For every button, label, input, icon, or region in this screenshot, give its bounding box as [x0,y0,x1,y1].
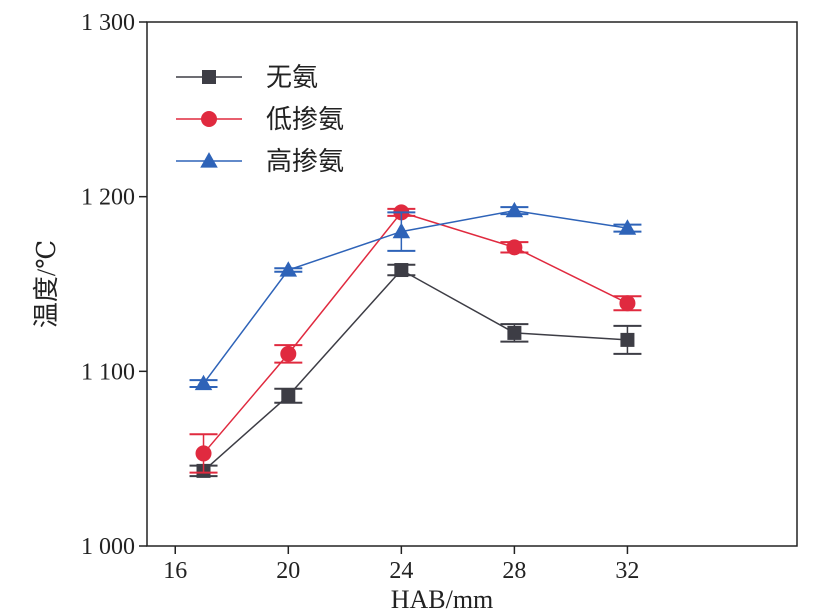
x-axis-label: HAB/mm [391,585,494,614]
data-point [194,374,213,391]
series-group [189,204,642,474]
data-point [507,325,522,340]
legend-marker [202,70,216,84]
data-point [506,239,523,256]
legend-marker [201,111,217,127]
x-tick-label: 20 [276,558,300,584]
x-tick-label: 16 [163,558,187,584]
x-tick-label: 28 [502,558,526,584]
x-tick-label: 24 [389,558,413,584]
data-point [620,332,635,347]
data-point [505,201,524,218]
legend-label: 低掺氨 [266,105,344,134]
plot-frame [146,21,798,547]
y-axis-label: 温度/℃ [32,240,61,328]
data-point [195,445,212,462]
legend-label: 高掺氨 [266,147,344,176]
legend-marker [200,152,218,168]
x-tick-label: 32 [615,558,639,584]
data-point [394,263,409,278]
data-point [618,219,637,235]
series-line [202,209,628,385]
series-layer [189,201,642,478]
y-tick-label: 1 200 [81,185,135,211]
data-point [280,345,297,362]
data-point [392,222,411,239]
series-group [189,201,642,391]
legend-label: 无氨 [266,63,318,92]
data-point [619,295,636,312]
data-point [279,261,298,277]
series-group [189,263,642,478]
y-tick-label: 1 000 [81,534,135,560]
series-line [203,269,628,472]
series-line [202,211,628,454]
y-tick-label: 1 300 [81,10,135,36]
data-point [281,388,296,403]
plot-border [146,21,798,547]
y-tick-label: 1 100 [81,359,135,385]
y-axis: 1 000 1 100 1 200 1 300 [81,10,147,560]
x-axis: 16 20 24 28 32 [163,546,639,584]
